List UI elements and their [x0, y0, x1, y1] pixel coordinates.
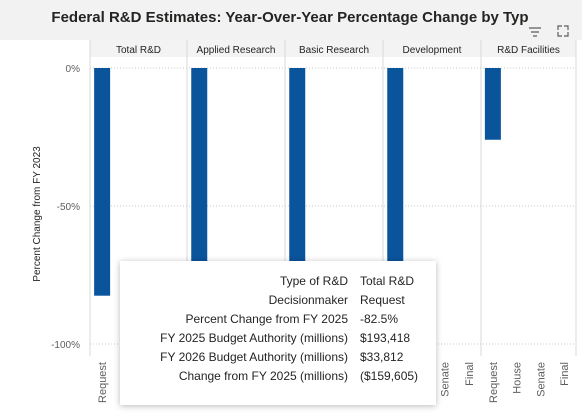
visual-header: Federal R&D Estimates: Year-Over-Year Pe…: [0, 0, 582, 40]
tooltip-value: Request: [360, 293, 405, 307]
tooltip-value: $193,418: [360, 331, 411, 345]
y-tick-label: -50%: [57, 202, 80, 213]
tooltip-row: Change from FY 2025 (millions) ($159,605): [120, 369, 436, 387]
panel-title: Development: [403, 45, 462, 56]
tooltip-value: -82.5%: [360, 312, 399, 326]
bar: [289, 68, 306, 289]
y-tick-label: -100%: [51, 340, 80, 351]
data-tooltip: Type of R&D Total R&D Decisionmaker Request…: [120, 261, 436, 405]
panel-title: Total R&D: [116, 45, 161, 56]
tooltip-row: FY 2026 Budget Authority (millions) $33,8…: [120, 350, 436, 368]
x-tick-label: Senate: [439, 362, 451, 397]
x-tick-label: House: [512, 362, 524, 394]
tooltip-row: FY 2025 Budget Authority (millions) $193,…: [120, 331, 436, 349]
y-axis-title: Percent Change from FY 2023: [32, 146, 43, 282]
tooltip-row: Type of R&D Total R&D: [120, 274, 436, 292]
panel-title: Basic Research: [299, 45, 369, 56]
tooltip-value: ($159,605): [360, 369, 419, 383]
tooltip-label: FY 2025 Budget Authority (millions): [160, 331, 348, 345]
tooltip-row: Decisionmaker Request: [120, 293, 436, 311]
x-tick-label: Senate: [535, 362, 547, 397]
tooltip-label: Decisionmaker: [268, 293, 348, 307]
chart-title: Federal R&D Estimates: Year-Over-Year Pe…: [51, 9, 529, 26]
chart-canvas: 0% -50% -100% Percent Change from FY 2023 To…: [32, 40, 577, 403]
panel-title: R&D Facilities: [497, 45, 560, 56]
tooltip-label: Percent Change from FY 2025: [185, 312, 348, 326]
panel-strip: [90, 40, 576, 57]
x-tick-label: Request: [488, 362, 500, 403]
tooltip-row: Percent Change from FY 2025 -82.5%: [120, 312, 436, 330]
x-tick-label: Final: [464, 362, 476, 386]
bar: [387, 68, 404, 289]
tooltip-value: Total R&D: [360, 274, 415, 288]
tooltip-label: Change from FY 2025 (millions): [178, 369, 348, 383]
bar: [94, 68, 111, 296]
x-tick-label: Request: [97, 362, 109, 403]
tooltip-label: FY 2026 Budget Authority (millions): [160, 350, 348, 364]
x-tick-label: Final: [559, 362, 571, 386]
focus-mode-icon[interactable]: [555, 23, 571, 39]
tooltip-label: Type of R&D: [279, 274, 348, 288]
bar: [484, 68, 501, 140]
bar: [191, 68, 208, 289]
filter-icon[interactable]: [527, 24, 543, 40]
tooltip-value: $33,812: [360, 350, 404, 364]
panel-title: Applied Research: [197, 45, 276, 56]
y-tick-label: 0%: [66, 64, 81, 75]
